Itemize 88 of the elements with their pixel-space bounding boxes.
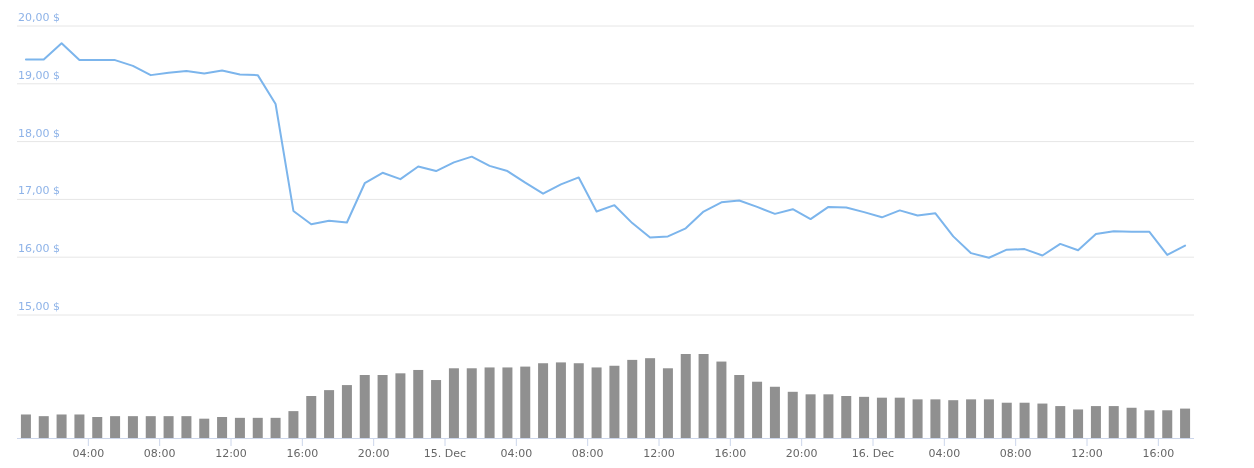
bar	[252, 417, 263, 438]
x-tick-label: 20:00	[357, 447, 390, 460]
bar	[823, 394, 834, 438]
bar	[769, 386, 780, 438]
x-tick-label: 08:00	[571, 447, 604, 460]
y-tick-label: 17,00 $	[18, 184, 60, 198]
bar	[1162, 410, 1173, 438]
x-tick-label: 04:00	[928, 447, 961, 460]
x-tick-label: 16:00	[286, 447, 319, 460]
x-tick-label: 12:00	[215, 447, 247, 460]
bar	[805, 394, 816, 438]
bar	[127, 416, 138, 438]
bar	[1001, 402, 1012, 438]
bar	[966, 399, 977, 438]
bar	[448, 368, 459, 438]
y-tick-label: 16,00 $	[18, 242, 60, 256]
bar	[181, 416, 192, 438]
bar	[145, 416, 156, 438]
x-tick-label: 15. Dec	[423, 447, 467, 460]
bar	[555, 362, 566, 438]
bar	[876, 397, 887, 438]
bar	[92, 417, 103, 438]
bar	[110, 416, 121, 438]
bar	[1180, 408, 1191, 438]
bar	[894, 397, 905, 438]
bar	[1108, 406, 1119, 438]
bar	[520, 366, 531, 438]
bar	[609, 365, 620, 438]
bar	[377, 375, 388, 438]
bar	[359, 375, 370, 438]
bar	[413, 369, 424, 438]
x-tick-label: 16:00	[714, 447, 747, 460]
bar	[645, 358, 656, 438]
bar	[1037, 403, 1048, 438]
bar	[288, 411, 299, 438]
bar	[395, 373, 406, 438]
bar	[698, 354, 709, 438]
x-tick-label: 04:00	[500, 447, 533, 460]
bar	[752, 381, 763, 438]
bar	[1090, 406, 1101, 438]
bar	[573, 363, 584, 438]
bar	[234, 417, 245, 438]
bar	[1126, 407, 1137, 438]
bar	[484, 367, 495, 438]
bar	[341, 385, 352, 438]
bar	[983, 399, 994, 438]
bar	[56, 414, 67, 438]
bar	[716, 361, 727, 438]
bar	[38, 416, 49, 438]
bar	[270, 417, 281, 438]
bar	[466, 368, 477, 438]
bar	[163, 416, 174, 438]
y-tick-label: 15,00 $	[18, 300, 60, 313]
bar	[1055, 406, 1066, 438]
x-tick-label: 16:00	[1142, 447, 1175, 460]
x-tick-label: 08:00	[143, 447, 176, 460]
bar	[199, 418, 210, 438]
y-tick-label: 20,00 $	[18, 11, 60, 24]
bar	[734, 375, 745, 438]
bar	[930, 399, 941, 438]
bar	[502, 367, 513, 438]
x-tick-label: 20:00	[785, 447, 818, 460]
bar	[912, 399, 923, 438]
bar	[662, 368, 673, 438]
bar	[1144, 410, 1155, 438]
bar	[948, 400, 959, 438]
bar	[627, 359, 638, 438]
x-tick-label: 16. Dec	[851, 447, 895, 460]
bar	[431, 380, 442, 438]
bar	[591, 367, 602, 438]
bar	[859, 396, 870, 438]
x-tick-label: 12:00	[643, 447, 675, 460]
bar	[306, 396, 317, 438]
x-tick-label: 08:00	[999, 447, 1032, 460]
bar	[217, 417, 228, 438]
bar	[74, 414, 85, 438]
bar	[20, 414, 31, 438]
bar	[841, 396, 852, 438]
x-tick-label: 04:00	[72, 447, 105, 460]
bar	[680, 354, 691, 438]
y-tick-label: 18,00 $	[18, 126, 60, 140]
x-tick-label: 12:00	[1071, 447, 1103, 460]
bar	[324, 390, 335, 438]
bar	[1019, 402, 1030, 438]
bar	[538, 363, 549, 438]
y-tick-label: 19,00 $	[18, 68, 60, 82]
bar	[1073, 409, 1084, 438]
bar	[787, 391, 798, 438]
